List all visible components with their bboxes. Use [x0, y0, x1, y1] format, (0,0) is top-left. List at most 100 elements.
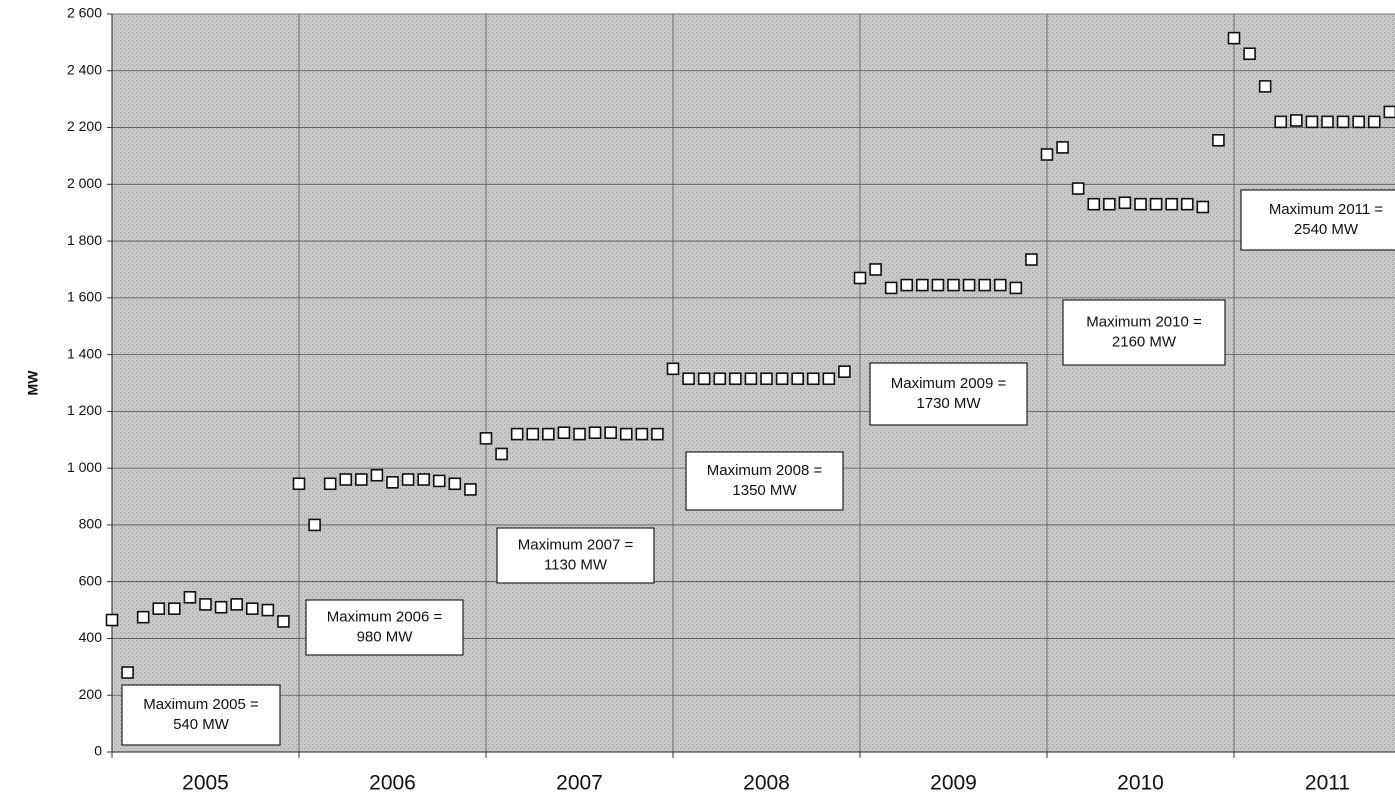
marker [183, 591, 197, 604]
marker [1165, 197, 1178, 211]
marker [1025, 253, 1038, 266]
marker [542, 427, 555, 441]
annotation-text: 2540 MW [1294, 221, 1359, 238]
marker [464, 483, 477, 496]
y-tick-label: 800 [79, 516, 103, 532]
y-tick-label: 400 [79, 629, 103, 645]
marker [1227, 31, 1241, 45]
marker [822, 372, 836, 386]
marker [1305, 115, 1319, 129]
marker [1149, 197, 1163, 211]
annotation-text: 980 MW [357, 628, 414, 645]
marker [479, 432, 493, 445]
marker [1040, 148, 1054, 161]
marker [308, 518, 321, 532]
marker [1118, 196, 1132, 210]
marker [682, 372, 695, 386]
annotation-text: 1350 MW [732, 482, 797, 499]
y-tick-label: 1 400 [67, 345, 102, 361]
marker [199, 598, 212, 611]
annotation-text: Maximum 2011 = [1269, 201, 1384, 218]
x-tick-label: 2009 [930, 772, 977, 795]
marker [510, 427, 524, 441]
marker [214, 600, 228, 614]
marker [1274, 115, 1288, 129]
marker [1243, 47, 1256, 61]
marker [588, 426, 602, 439]
marker [947, 278, 960, 292]
y-tick-label: 1 200 [67, 402, 102, 418]
y-tick-label: 1 000 [67, 459, 102, 475]
marker [245, 602, 259, 615]
marker [1134, 197, 1147, 211]
marker [916, 278, 929, 292]
marker [838, 365, 851, 378]
marker [1367, 115, 1381, 129]
y-tick-label: 1 800 [67, 232, 102, 248]
marker [355, 473, 368, 486]
marker [853, 271, 867, 285]
marker [604, 426, 617, 439]
y-tick-label: 2 000 [67, 175, 102, 191]
y-tick-label: 200 [79, 686, 103, 702]
marker [277, 615, 290, 628]
marker [1196, 200, 1210, 214]
marker [105, 613, 119, 627]
marker [1336, 115, 1350, 129]
marker [1352, 115, 1365, 129]
y-tick-label: 0 [94, 743, 102, 759]
marker [978, 278, 991, 292]
marker [729, 372, 742, 386]
marker [121, 666, 134, 679]
marker [417, 473, 430, 486]
x-tick-label: 2010 [1117, 772, 1164, 795]
marker [1290, 114, 1303, 127]
x-tick-label: 2007 [556, 772, 603, 795]
marker [1258, 80, 1272, 93]
marker [168, 602, 181, 615]
marker [261, 603, 275, 617]
marker [401, 473, 415, 486]
y-tick-label: 1 600 [67, 289, 102, 305]
marker [573, 427, 586, 441]
marker [713, 372, 727, 386]
annotation-text: 2160 MW [1112, 333, 1177, 350]
marker [1180, 197, 1194, 211]
annotation-box [685, 451, 844, 511]
annotation-box [121, 684, 281, 746]
marker [292, 477, 306, 491]
annotation-text: 1130 MW [544, 556, 608, 573]
annotation-box [305, 599, 464, 656]
marker [1212, 134, 1225, 147]
marker [432, 474, 446, 488]
annotation: Maximum 2006 = 980 MW [305, 599, 464, 656]
marker [931, 278, 945, 292]
marker [386, 476, 399, 489]
marker [152, 602, 166, 615]
marker [791, 372, 804, 386]
marker [339, 473, 353, 486]
marker [651, 427, 664, 441]
marker [775, 372, 789, 386]
marker [1103, 197, 1116, 211]
annotation-text: 540 MW [173, 716, 230, 733]
marker [1321, 115, 1334, 129]
annotation: Maximum 2005 = 540 MW [121, 684, 281, 746]
y-tick-label: 600 [79, 572, 103, 588]
annotation-text: Maximum 2010 = [1086, 313, 1202, 330]
annotation-text: Maximum 2007 = [518, 536, 634, 553]
y-axis-label: MW [25, 370, 41, 396]
marker [370, 468, 384, 482]
annotation-box [869, 362, 1028, 426]
marker [323, 477, 337, 491]
marker [744, 372, 758, 386]
marker [1383, 105, 1395, 119]
marker [1071, 182, 1085, 195]
marker [697, 372, 711, 386]
y-tick-label: 2 400 [67, 61, 102, 77]
marker [993, 278, 1007, 292]
annotation-text: Maximum 2008 = [707, 462, 823, 479]
annotation: Maximum 2009 = 1730 MW [869, 362, 1028, 426]
x-tick-label: 2005 [182, 772, 229, 795]
